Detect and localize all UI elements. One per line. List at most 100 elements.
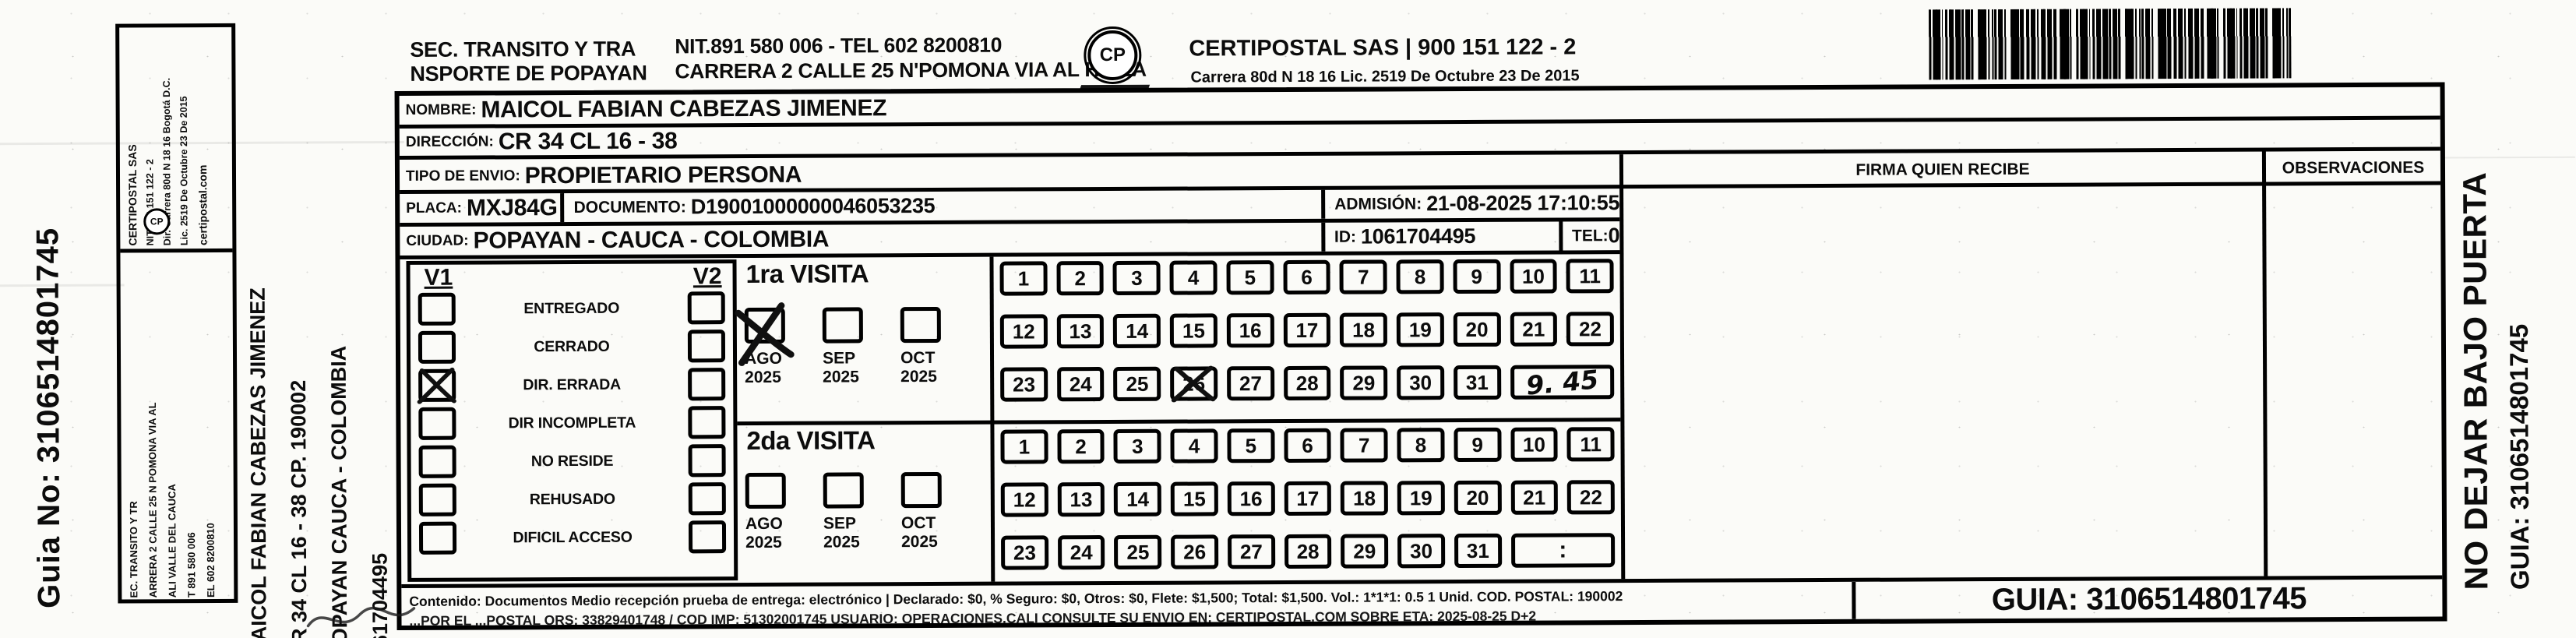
- status-row-rehusado: REHUSADO: [418, 481, 726, 517]
- month-label: OCT: [900, 513, 936, 533]
- recipient-name: MAICOL FABIAN CABEZAS JIMENEZ: [245, 287, 271, 638]
- day-cell-9: 9: [1453, 259, 1501, 294]
- tel-label: TEL:: [1571, 226, 1609, 245]
- footer-strip: Contenido: Documentos Medio recepción pr…: [401, 575, 2443, 626]
- ciudad-value: POPAYAN - CAUCA - COLOMBIA: [473, 226, 830, 254]
- sender-nit-tel: NIT.891 580 006 - TEL 602 8200810: [675, 33, 1003, 58]
- v2-checkbox-cerrado: [687, 330, 726, 363]
- month-label: SEP: [823, 514, 857, 533]
- observaciones-column-border: [2261, 151, 2268, 576]
- day-cell-4: 4: [1169, 260, 1218, 295]
- day-cell-27: 27: [1226, 366, 1274, 401]
- day-cell-18: 18: [1341, 481, 1388, 516]
- stub-sender-info: EC. TRANSITO Y TR ARRERA 2 CALLE 25 N PO…: [123, 259, 231, 598]
- tel-value: 0: [1608, 224, 1620, 248]
- month-checkbox-ago: [735, 302, 795, 366]
- month-label: AGO: [745, 514, 783, 534]
- fineprint-block: Contenido: Documentos Medio recepción pr…: [409, 586, 1842, 626]
- guia-number-vertical: Guia No: 3106514801745: [30, 227, 67, 609]
- month-checkbox-oct: [900, 471, 942, 509]
- month-checkbox-oct: [900, 306, 941, 344]
- status-row-cerrado: CERRADO: [418, 329, 726, 365]
- stub-sender-line: ARRERA 2 CALLE 25 N POMONA VIA AL: [146, 402, 160, 598]
- day-cell-27: 27: [1227, 534, 1275, 569]
- day-cell-15: 15: [1169, 313, 1218, 348]
- status-label: CERRADO: [534, 337, 610, 355]
- day-cell-10: 10: [1510, 259, 1557, 294]
- day-cell-29: 29: [1340, 365, 1388, 400]
- day-cell-25: 25: [1113, 366, 1161, 401]
- day-cell-2: 2: [1056, 261, 1105, 296]
- day-cell-29: 29: [1341, 534, 1389, 569]
- barcode: [1929, 8, 2292, 80]
- brand-line: CERTIPOSTAL SAS | 900 151 122 - 2: [1189, 34, 1577, 62]
- v2-checkbox-dir-incompleta: [688, 406, 726, 439]
- main-form-table: NOMBRE: MAICOL FABIAN CABEZAS JIMENEZ DI…: [394, 82, 2447, 630]
- tipo-envio-label: TIPO DE ENVIO:: [405, 167, 520, 185]
- month-label: AGO: [744, 349, 782, 368]
- day-cell-26: 26: [1171, 534, 1219, 569]
- day-cell-6: 6: [1284, 428, 1331, 464]
- day-cell-10: 10: [1510, 427, 1558, 462]
- cell-divider: [1320, 222, 1326, 252]
- v1-checkbox-dir-errada: [417, 367, 456, 404]
- day-cell-22: 22: [1566, 480, 1615, 515]
- v1-checkbox-dir-incompleta: [418, 407, 456, 440]
- v1-checkbox-no-reside: [418, 445, 456, 478]
- status-label: DIR. ERRADA: [523, 375, 622, 393]
- day-cell-5: 5: [1227, 428, 1275, 464]
- firma-column-header: FIRMA QUIEN RECIBE: [1855, 160, 2030, 179]
- day-cell-7: 7: [1339, 259, 1387, 294]
- stub-sender-line: ALI VALLE DEL CAUCA: [166, 484, 178, 598]
- v2-checkbox-dir-errada: [688, 368, 726, 401]
- status-label: DIR INCOMPLETA: [508, 414, 636, 432]
- guia-number-vertical-right: GUIA: 3106514801745: [2504, 323, 2535, 590]
- day-cell-9: 9: [1454, 427, 1502, 463]
- row-ciudad-id-tel: CIUDAD: POPAYAN - CAUCA - COLOMBIA ID: 1…: [400, 221, 1620, 259]
- month-year-label: 2025: [745, 533, 782, 552]
- day-cell-17: 17: [1284, 481, 1332, 516]
- day-cell-8: 8: [1397, 428, 1445, 463]
- visit2-title: 2da VISITA: [746, 425, 876, 456]
- cell-divider: [1558, 221, 1563, 251]
- status-label: REHUSADO: [529, 490, 615, 508]
- v2-checkbox-rehusado: [688, 482, 726, 516]
- day-cell-23: 23: [1001, 535, 1048, 570]
- status-row-dir-incompleta: DIR INCOMPLETA: [418, 405, 726, 441]
- guia-number-box: GUIA: 3106514801745: [1991, 580, 2307, 617]
- day-cell-1: 1: [1000, 429, 1048, 464]
- nombre-label: NOMBRE:: [405, 101, 477, 118]
- day-cell-25: 25: [1114, 534, 1162, 569]
- ciudad-label: CIUDAD:: [406, 232, 469, 249]
- day-cell-18: 18: [1340, 312, 1388, 347]
- day-cell-28: 28: [1284, 534, 1332, 569]
- v2-checkbox-entregado: [687, 291, 725, 325]
- v1-checkbox-entregado: [418, 292, 456, 326]
- recipient-city: POPAYAN CAUCA - COLOMBIA: [326, 345, 352, 638]
- time-cell: 9. 45: [1510, 364, 1615, 400]
- brand-subline: Carrera 80d N 18 16 Lic. 2519 De Octubre…: [1190, 67, 1580, 86]
- documento-value: D19001000000046053235: [690, 193, 936, 219]
- stub-license: Lic. 2519 De Octubre 23 De 2015: [178, 96, 190, 246]
- day-cell-21: 21: [1510, 480, 1559, 515]
- day-cell-8: 8: [1396, 259, 1444, 294]
- day-cell-5: 5: [1226, 260, 1274, 295]
- direccion-label: DIRECCIÓN:: [405, 132, 494, 150]
- month-year-label: 2025: [745, 368, 781, 387]
- stub-sender-line: T 891 580 006: [185, 532, 198, 598]
- status-row-dificil-acceso: DIFICIL ACCESO: [418, 520, 727, 555]
- pen-squiggle: [306, 606, 416, 628]
- time-cell: :: [1510, 533, 1616, 568]
- right-rail-vertical: NO DEJAR BAJO PUERTA GUIA: 3106514801745: [2449, 66, 2574, 590]
- day-cell-24: 24: [1057, 535, 1105, 570]
- day-cell-30: 30: [1397, 534, 1446, 569]
- day-cell-31: 31: [1454, 533, 1502, 569]
- day-cell-14: 14: [1114, 481, 1162, 516]
- status-row-entregado: ENTREGADO: [418, 291, 725, 326]
- month-year-label: 2025: [823, 533, 860, 552]
- month-ago: AGO 2025: [745, 472, 823, 553]
- day-cell-20: 20: [1453, 312, 1501, 347]
- day-cell-12: 12: [1000, 482, 1048, 517]
- day-cell-1: 1: [999, 261, 1048, 296]
